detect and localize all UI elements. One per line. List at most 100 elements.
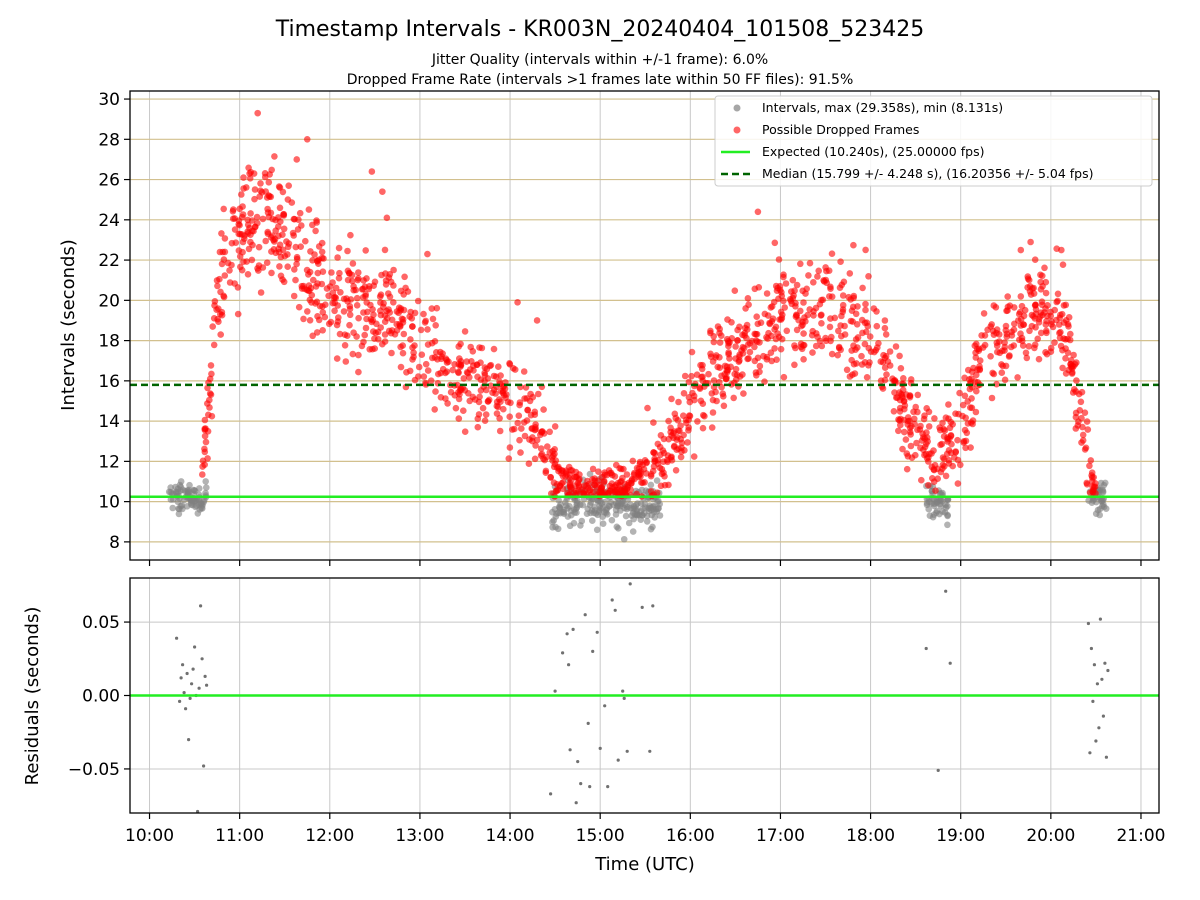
residual-point xyxy=(586,721,590,726)
dropped-frame-point xyxy=(526,436,533,443)
dropped-frame-point xyxy=(732,343,739,350)
dropped-frame-point xyxy=(1079,431,1087,439)
dropped-frame-point xyxy=(309,221,316,229)
dropped-frame-point xyxy=(484,398,492,405)
dropped-frame-point xyxy=(947,449,955,457)
dropped-frame-point xyxy=(314,313,321,320)
residual-point xyxy=(603,704,607,708)
dropped-frame-point xyxy=(381,246,389,254)
dropped-frame-point xyxy=(1004,293,1011,300)
dropped-frame-point xyxy=(907,431,914,438)
dropped-frame-point xyxy=(923,440,930,448)
dropped-frame-point xyxy=(267,234,275,241)
dropped-frame-point xyxy=(961,392,969,400)
dropped-frame-point xyxy=(334,254,341,261)
dropped-frame-point xyxy=(262,237,270,245)
dropped-frame-point xyxy=(764,312,772,319)
dropped-frame-point xyxy=(201,425,208,433)
dropped-frame-point xyxy=(216,248,224,256)
dropped-frame-point xyxy=(312,227,319,235)
dropped-frame-point xyxy=(1073,377,1080,384)
dropped-frame-point xyxy=(452,404,460,412)
dropped-frame-point xyxy=(780,297,787,305)
dropped-frame-point xyxy=(1064,335,1071,343)
dropped-frame-point xyxy=(699,424,707,432)
dropped-frame-point xyxy=(806,306,813,313)
dropped-frame-point xyxy=(362,247,370,254)
dropped-frame-point xyxy=(901,402,909,409)
dropped-frame-point xyxy=(229,208,237,215)
interval-point xyxy=(566,522,574,530)
interval-point xyxy=(936,510,943,518)
dropped-frame-point xyxy=(276,263,283,270)
dropped-frame-point xyxy=(361,283,369,291)
dropped-frame-point xyxy=(313,329,321,336)
dropped-frame-point xyxy=(1071,386,1078,393)
residuals-plot: 10:00 11:00 12:00 13:00 14:00 15:00 16:00 17:00… xyxy=(22,577,1165,875)
dropped-frame-point xyxy=(906,392,914,400)
dropped-frame-point xyxy=(206,404,213,411)
dropped-frame-point xyxy=(736,351,743,359)
dropped-frame-point xyxy=(659,447,667,454)
dropped-frame-point xyxy=(1041,264,1048,272)
dropped-frame-point xyxy=(799,318,806,326)
intervals-y-tick-label: 20 xyxy=(98,291,120,311)
dropped-frame-point xyxy=(1032,301,1039,309)
dropped-frame-point xyxy=(335,274,343,282)
dropped-frame-point xyxy=(424,250,431,258)
intervals-y-tick-label: 28 xyxy=(98,130,120,150)
dropped-frame-point xyxy=(432,322,440,329)
dropped-frame-point xyxy=(518,425,525,432)
dropped-frame-point xyxy=(271,153,278,160)
dropped-frame-point xyxy=(719,390,727,398)
dropped-frame-point xyxy=(688,372,695,380)
dropped-frame-point xyxy=(520,368,528,375)
dropped-frame-point xyxy=(234,310,242,318)
dropped-frame-point xyxy=(478,344,486,352)
dropped-frame-point xyxy=(363,299,371,306)
dropped-frame-point xyxy=(481,371,489,379)
dropped-frame-point xyxy=(835,327,842,335)
dropped-frame-point xyxy=(650,449,657,456)
dropped-frame-point xyxy=(815,267,822,275)
dropped-frame-point xyxy=(606,482,614,490)
dropped-frame-point xyxy=(366,346,374,353)
residual-point xyxy=(178,699,182,704)
interval-point xyxy=(643,518,651,525)
dropped-frame-point xyxy=(806,259,814,267)
dropped-frame-point xyxy=(866,333,874,340)
dropped-frame-point xyxy=(1084,426,1092,433)
dropped-frame-point xyxy=(622,490,629,497)
dropped-frame-point xyxy=(1026,288,1034,295)
residual-point xyxy=(579,782,583,786)
dropped-frame-point xyxy=(293,255,301,263)
dropped-frame-point xyxy=(226,279,234,286)
dropped-frame-point xyxy=(993,342,1001,350)
dropped-frame-point xyxy=(276,204,284,212)
dropped-frame-point xyxy=(782,280,790,287)
interval-point xyxy=(175,510,183,518)
dropped-frame-point xyxy=(268,269,275,277)
x-tick-label: 19:00 xyxy=(936,826,985,846)
dropped-frame-point xyxy=(265,213,273,221)
dropped-frame-point xyxy=(1003,307,1010,315)
dropped-frame-point xyxy=(800,356,807,363)
dropped-frame-point xyxy=(627,480,635,487)
dropped-frame-point xyxy=(526,397,534,405)
dropped-frame-point xyxy=(1051,339,1058,346)
residual-point xyxy=(610,598,614,602)
dropped-frame-point xyxy=(834,351,841,359)
interval-point xyxy=(599,504,607,511)
dropped-frame-point xyxy=(764,335,771,342)
dropped-frame-point xyxy=(290,215,298,223)
dropped-frame-point xyxy=(437,394,445,401)
dropped-frame-point xyxy=(990,331,998,339)
interval-point xyxy=(169,504,176,512)
dropped-frame-point xyxy=(680,431,687,439)
interval-point xyxy=(1100,501,1107,508)
dropped-frame-point xyxy=(288,199,296,206)
residuals-y-tick-label: 0.05 xyxy=(82,613,120,633)
dropped-frame-point xyxy=(676,427,683,435)
dropped-frame-point xyxy=(886,348,894,355)
